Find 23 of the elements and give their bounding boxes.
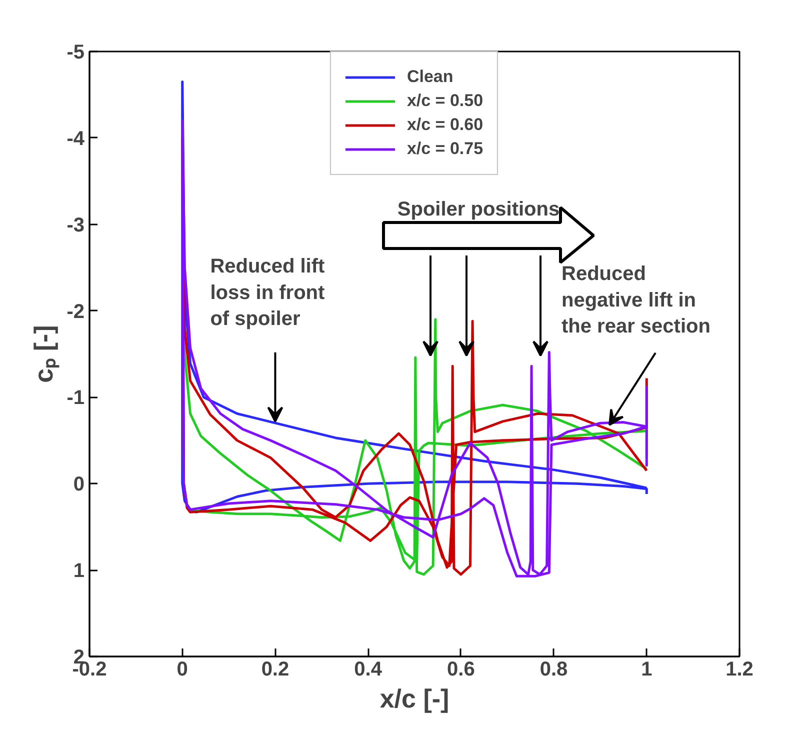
x-axis-title: x/c [-] — [380, 684, 450, 714]
x-tick-label: 0.8 — [540, 658, 568, 680]
y-tick-label: -1 — [66, 387, 85, 410]
x-tick-label: 0 — [176, 658, 188, 680]
y-tick-label: 0 — [73, 474, 84, 496]
legend-label: x/c = 0.60 — [406, 114, 484, 136]
y-tick-label: 1 — [73, 560, 84, 582]
legend-label: x/c = 0.75 — [406, 138, 484, 160]
y-tick-label: -3 — [66, 214, 85, 236]
annotation: Reduced lift loss in front of spoiler — [210, 255, 326, 330]
y-tick-label: -5 — [66, 42, 85, 64]
annotation: Spoiler positions — [397, 198, 560, 220]
x-tick-label: 1.2 — [726, 658, 754, 680]
y-axis-title: cₚ [-] — [28, 325, 60, 383]
legend-label: x/c = 0.50 — [406, 90, 484, 112]
y-tick-label: -4 — [66, 128, 86, 150]
x-tick-label: 0.6 — [447, 658, 475, 680]
x-tick-label: 1 — [641, 658, 652, 680]
legend-label: Clean — [406, 66, 454, 88]
y-tick-label: -2 — [66, 300, 85, 323]
annotation: Reduced negative lift in the rear section — [562, 262, 710, 338]
x-tick-label: 0.4 — [354, 658, 383, 680]
x-tick-label: 0.2 — [261, 658, 290, 680]
